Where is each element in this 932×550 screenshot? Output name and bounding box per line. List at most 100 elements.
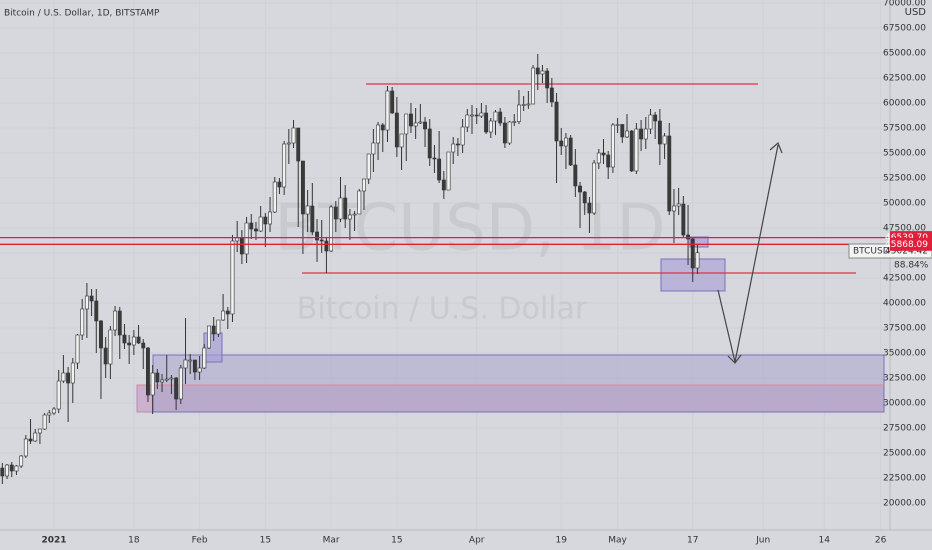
- candle-body: [606, 154, 611, 168]
- candle-body: [310, 205, 315, 233]
- candle-body: [94, 300, 99, 322]
- tag-extra: 88.84%: [894, 261, 929, 271]
- candle-body: [239, 237, 244, 255]
- candle-body: [155, 372, 160, 383]
- candle-body: [235, 237, 240, 242]
- level-label: 45868.09: [885, 240, 928, 250]
- candle-body: [113, 310, 118, 331]
- candle-body: [315, 231, 319, 241]
- candle-body: [5, 464, 9, 477]
- x-tick-label: 15: [260, 536, 271, 546]
- candle-body: [66, 372, 71, 384]
- candle-body: [545, 70, 550, 89]
- candle-body: [573, 164, 578, 187]
- candle-body: [174, 377, 179, 400]
- y-tick-label: 70000.00: [883, 0, 926, 9]
- candle-body: [676, 203, 681, 207]
- x-tick-label: 15: [391, 536, 402, 546]
- y-tick-label: 42500.00: [883, 274, 926, 284]
- candle-body: [192, 359, 197, 373]
- level-tag: [890, 237, 932, 251]
- y-unit: USD: [905, 7, 927, 18]
- candle-body: [225, 310, 230, 315]
- candle-body: [14, 465, 19, 472]
- candle-body: [488, 120, 493, 133]
- candle-body: [249, 222, 254, 230]
- candle-body: [80, 308, 85, 336]
- candle-body: [169, 377, 174, 380]
- candle-body: [9, 464, 14, 472]
- candle-body: [418, 121, 423, 124]
- candle-body: [258, 216, 263, 232]
- candle-body: [333, 206, 338, 220]
- candle-body: [108, 329, 113, 365]
- candle-body: [643, 128, 648, 140]
- candle-body: [413, 122, 418, 127]
- candle-body: [535, 67, 540, 75]
- candle-body: [300, 160, 305, 215]
- candle-body: [52, 408, 56, 414]
- x-tick-label: 19: [556, 536, 568, 546]
- candle-body: [47, 412, 52, 416]
- candle-body: [75, 334, 80, 364]
- candle-body: [639, 128, 644, 140]
- x-tick-label: 17: [687, 536, 698, 546]
- y-tick-label: 35000.00: [883, 349, 926, 359]
- candle-body: [56, 380, 61, 410]
- candle-body: [202, 347, 207, 369]
- candle-body: [695, 252, 700, 269]
- candle-body: [282, 143, 287, 188]
- candle-body: [409, 113, 413, 127]
- candle-body: [455, 143, 460, 146]
- candle-body: [164, 378, 169, 381]
- y-tick-label: 67500.00: [883, 24, 926, 34]
- candle-body: [338, 197, 343, 220]
- candle-body: [268, 211, 272, 225]
- candle-body: [371, 142, 376, 155]
- candle-body: [99, 320, 103, 349]
- candle-body: [470, 114, 474, 117]
- candle-body: [512, 121, 517, 123]
- candle-body: [103, 347, 108, 365]
- candle-body: [23, 438, 28, 457]
- candle-body: [587, 202, 592, 214]
- candle-body: [451, 143, 456, 153]
- candle-body: [347, 214, 352, 220]
- y-tick-label: 20000.00: [883, 499, 926, 509]
- candle-body: [427, 128, 432, 159]
- candle-body: [0, 467, 5, 477]
- candle-body: [634, 128, 639, 172]
- y-tick-label: 52500.00: [883, 174, 926, 184]
- x-tick-label: Apr: [469, 536, 485, 546]
- candle-body: [601, 152, 606, 156]
- x-tick-label: 26: [875, 536, 887, 546]
- candle-body: [540, 70, 545, 75]
- candle-body: [681, 203, 686, 236]
- candle-body: [376, 124, 381, 144]
- candle-body: [423, 121, 427, 130]
- y-tick-label: 60000.00: [883, 99, 926, 109]
- candle-body: [404, 113, 409, 135]
- candle-body: [517, 104, 521, 122]
- candle-body: [615, 124, 620, 126]
- zone-blue: [152, 354, 885, 413]
- candle-body: [479, 112, 484, 117]
- candle-body: [531, 67, 536, 105]
- candle-body: [432, 157, 437, 160]
- candle-body: [493, 111, 498, 122]
- candle-body: [385, 90, 390, 131]
- candle-body: [394, 112, 399, 148]
- candle-body: [296, 127, 301, 162]
- candle-body: [549, 87, 554, 103]
- candle-body: [521, 104, 526, 106]
- candle-body: [366, 153, 371, 180]
- candle-body: [329, 206, 334, 252]
- candle-body: [662, 135, 667, 145]
- candle-body: [460, 126, 465, 146]
- chart-title: Bitcoin / U.S. Dollar, 1D, BITSTAMP: [4, 9, 160, 19]
- candle-body: [657, 120, 662, 145]
- y-tick-label: 32500.00: [883, 374, 926, 384]
- candle-body: [150, 372, 155, 396]
- candle-body: [42, 414, 47, 430]
